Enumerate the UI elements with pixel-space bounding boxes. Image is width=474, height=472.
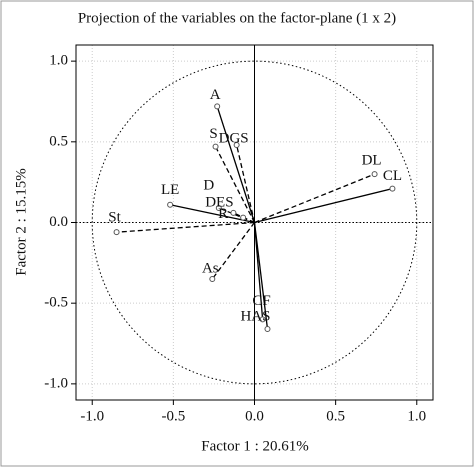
x-tick-label: -1.0 [80, 408, 104, 424]
loading-vector [211, 222, 256, 280]
y-axis-label: Factor 2 : 15.15% [13, 168, 29, 275]
loading-vector [253, 222, 269, 330]
loading-vector [116, 221, 255, 233]
point [389, 185, 396, 192]
x-tick-label: 0.0 [245, 408, 264, 424]
point-label: S [209, 126, 217, 142]
x-axis-label: Factor 1 : 20.61% [201, 438, 308, 454]
point-label: A [210, 87, 221, 103]
point [113, 229, 120, 236]
y-tick-label: -0.5 [44, 295, 68, 311]
point [230, 209, 237, 216]
loading-vector [254, 187, 393, 224]
point-label: CF [252, 293, 270, 309]
loading-vector [254, 173, 375, 224]
point-label: As [202, 260, 219, 276]
y-tick-label: 0.0 [49, 214, 68, 230]
point-label: LE [161, 182, 179, 198]
x-tick-label: 1.0 [407, 408, 426, 424]
point [212, 143, 219, 150]
point-label: HAS [240, 308, 270, 324]
y-tick-label: 1.0 [49, 53, 68, 69]
point [240, 214, 247, 221]
loading-vector [218, 207, 255, 224]
point [233, 142, 240, 149]
point-label: CL [383, 168, 402, 184]
loading-vector [216, 106, 256, 223]
x-tick-label: 0.5 [326, 408, 345, 424]
loading-vector [236, 144, 256, 223]
point-label: R [218, 206, 228, 222]
point [209, 275, 216, 282]
y-tick-label: 0.5 [49, 133, 68, 149]
point-label: DL [362, 153, 382, 169]
loading-vector [169, 204, 255, 224]
point [264, 326, 271, 332]
point-label: DGS [219, 130, 249, 146]
point [215, 204, 222, 211]
point-label: St [108, 210, 121, 226]
loading-vector [214, 146, 256, 223]
y-tick-label: -1.0 [44, 375, 68, 391]
point-label: D [203, 177, 214, 193]
point-label: DES [205, 194, 233, 210]
point [214, 103, 221, 110]
point [259, 316, 266, 323]
point [371, 171, 378, 178]
chart-title: Projection of the variables on the facto… [78, 10, 396, 26]
point [167, 201, 174, 208]
x-tick-label: -0.5 [161, 408, 185, 424]
